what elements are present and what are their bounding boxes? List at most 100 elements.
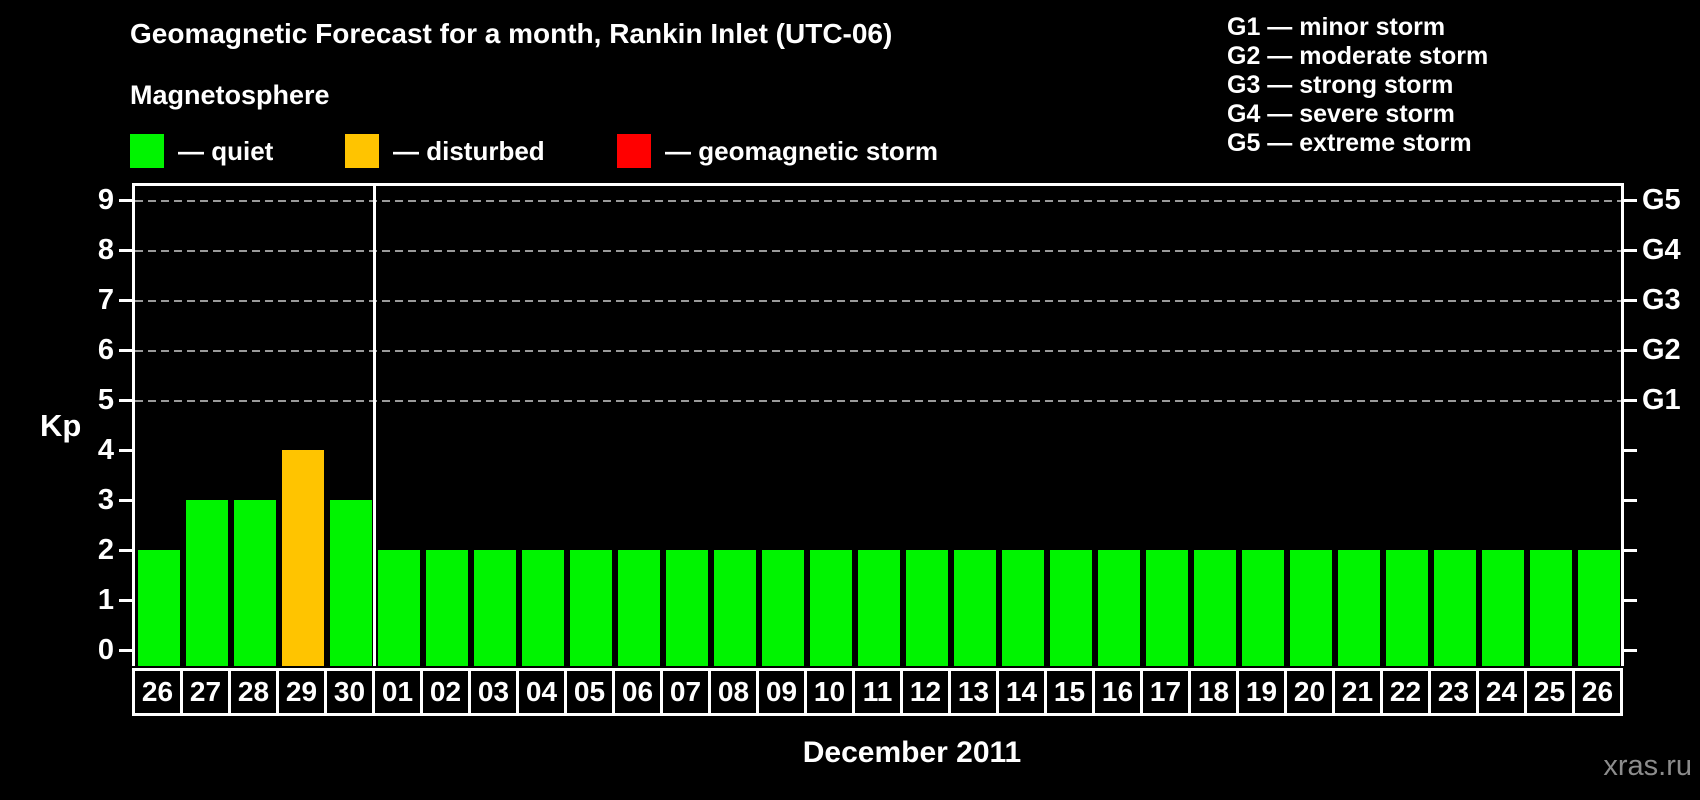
legend-item-quiet: — quiet [130,132,273,170]
bar-day-14 [1002,550,1044,666]
yaxis-tick-right-3 [1624,499,1637,502]
bar-day-26 [1578,550,1620,666]
magnetosphere-label: Magnetosphere [130,80,330,110]
gridline-kp-7 [135,300,1621,302]
chart-title: Geomagnetic Forecast for a month, Rankin… [130,18,893,49]
gscale-label-g4: G4 [1642,234,1681,266]
yaxis-tick-right-0 [1624,649,1637,652]
bar-day-22 [1386,550,1428,666]
x-axis-title: December 2011 [802,736,1022,769]
bar-day-12 [906,550,948,666]
yaxis-label-1: 1 [97,584,114,616]
storm-scale-g1: G1 — minor storm [1227,13,1446,41]
bar-day-18 [1194,550,1236,666]
xaxis-day-label: 01 [372,668,423,716]
xaxis-day-label: 10 [804,668,855,716]
bar-day-25 [1530,550,1572,666]
xaxis-day-label: 29 [276,668,327,716]
yaxis-label-4: 4 [97,434,114,466]
yaxis-label-3: 3 [97,484,114,516]
yaxis-tick-left-3 [119,499,132,502]
xaxis-day-label: 05 [564,668,615,716]
xaxis-day-label: 21 [1332,668,1383,716]
yaxis-tick-left-7 [119,299,132,302]
bar-day-23 [1434,550,1476,666]
yaxis-label-7: 7 [97,284,114,316]
bar-day-11 [858,550,900,666]
bar-day-27 [186,500,228,666]
gscale-label-g3: G3 [1642,284,1681,316]
xaxis-day-label: 03 [468,668,519,716]
xaxis-day-label: 20 [1284,668,1335,716]
yaxis-tick-right-1 [1624,599,1637,602]
xaxis-day-label: 11 [852,668,903,716]
gscale-label-g2: G2 [1642,334,1681,366]
storm-scale-legend: G1 — minor storm G2 — moderate storm G3 … [1227,13,1488,158]
storm-color-swatch [617,134,651,168]
bar-day-28 [234,500,276,666]
xaxis-row: 26 27 28 29 30 01 02 03 04 05 06 07 08 09 10 11 12 13 14 15… [132,668,1626,716]
bar-day-05 [570,550,612,666]
plot-area [132,183,1624,666]
bar-day-20 [1290,550,1332,666]
storm-scale-g3: G3 — strong storm [1227,71,1454,99]
storm-scale-g2: G2 — moderate storm [1227,42,1489,70]
xaxis-day-label: 22 [1380,668,1431,716]
bar-day-04 [522,550,564,666]
bar-day-10 [810,550,852,666]
gridline-kp-6 [135,350,1621,352]
watermark: xras.ru [1603,750,1692,782]
yaxis-tick-right-6 [1624,349,1637,352]
bar-day-30 [330,500,372,666]
bar-day-09 [762,550,804,666]
xaxis-day-label: 02 [420,668,471,716]
xaxis-day-label: 13 [948,668,999,716]
yaxis-tick-left-1 [119,599,132,602]
xaxis-day-label: 25 [1524,668,1575,716]
xaxis-day-label: 15 [1044,668,1095,716]
bar-day-29 [282,450,324,666]
yaxis-label-8: 8 [97,234,114,266]
xaxis-day-label: 27 [180,668,231,716]
bar-day-08 [714,550,756,666]
yaxis-label-0: 0 [97,634,114,666]
xaxis-day-label: 18 [1188,668,1239,716]
yaxis-tick-right-7 [1624,299,1637,302]
yaxis-tick-left-6 [119,349,132,352]
yaxis-label-5: 5 [97,384,114,416]
xaxis-day-label: 07 [660,668,711,716]
legend-item-storm: — geomagnetic storm [617,132,938,170]
xaxis-day-label: 06 [612,668,663,716]
yaxis-tick-left-9 [119,199,132,202]
xaxis-day-label: 26 [1572,668,1623,716]
gridline-kp-9 [135,200,1621,202]
bar-day-15 [1050,550,1092,666]
xaxis-day-label: 09 [756,668,807,716]
legend-storm-label: — geomagnetic storm [665,135,939,166]
xaxis-day-label: 14 [996,668,1047,716]
bar-day-13 [954,550,996,666]
legend-disturbed-label: — disturbed [393,135,545,166]
yaxis-tick-right-2 [1624,549,1637,552]
xaxis-day-label: 23 [1428,668,1479,716]
legend-item-disturbed: — disturbed [345,132,545,170]
gridline-kp-8 [135,250,1621,252]
xaxis-day-label: 08 [708,668,759,716]
storm-scale-g5: G5 — extreme storm [1227,129,1472,157]
yaxis-tick-right-8 [1624,249,1637,252]
bar-day-16 [1098,550,1140,666]
bar-day-02 [426,550,468,666]
bar-day-21 [1338,550,1380,666]
xaxis-day-label: 30 [324,668,375,716]
xaxis-day-label: 17 [1140,668,1191,716]
xaxis-day-label: 12 [900,668,951,716]
xaxis-day-label: 24 [1476,668,1527,716]
xaxis-day-label: 04 [516,668,567,716]
yaxis-label-2: 2 [97,534,114,566]
bar-day-19 [1242,550,1284,666]
storm-scale-g4: G4 — severe storm [1227,100,1455,128]
xaxis-day-label: 28 [228,668,279,716]
yaxis-tick-left-2 [119,549,132,552]
yaxis-tick-right-4 [1624,449,1637,452]
yaxis-label-6: 6 [97,334,114,366]
